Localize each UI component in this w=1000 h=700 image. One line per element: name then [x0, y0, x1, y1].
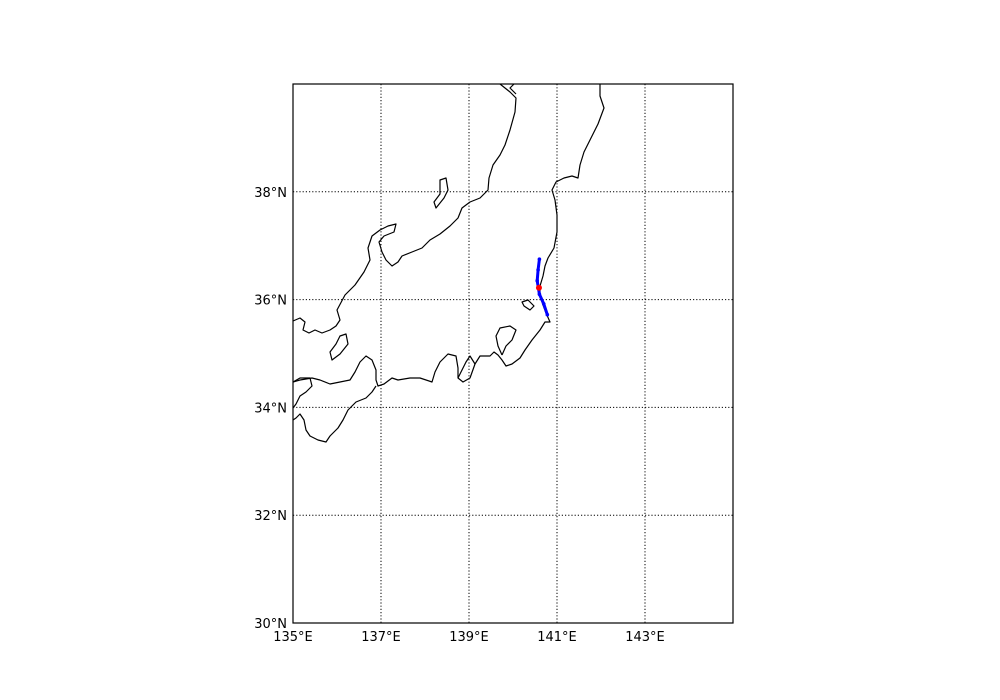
graticule	[293, 84, 733, 623]
track-point	[535, 278, 539, 283]
tick-labels: 135°E 137°E 139°E 141°E 143°E 30°N 32°N 34°N 36°…	[254, 186, 665, 645]
coastlines	[292, 83, 605, 443]
coastline-honshu	[292, 83, 605, 387]
lat-tick-label: 30°N	[254, 617, 287, 632]
lon-tick-label: 139°E	[449, 630, 489, 645]
track-point	[545, 312, 550, 317]
lat-tick-label: 38°N	[254, 186, 287, 201]
coastline-shikoku-west	[292, 377, 313, 409]
lon-tick-label: 143°E	[625, 630, 665, 645]
coastline-kii-peninsula	[292, 385, 377, 443]
track-point	[537, 292, 542, 297]
lon-tick-label: 141°E	[537, 630, 577, 645]
epicenter-marker	[535, 284, 542, 291]
track-point	[537, 257, 542, 261]
lat-tick-label: 34°N	[254, 401, 287, 416]
lat-tick-label: 36°N	[254, 294, 287, 309]
map-frame	[292, 83, 734, 624]
lon-tick-label: 135°E	[273, 630, 313, 645]
coastline-boso-peninsula	[495, 325, 517, 356]
lat-tick-label: 32°N	[254, 509, 287, 524]
track-point	[542, 302, 546, 306]
track-point	[536, 268, 540, 272]
coastline-izu-peninsula	[457, 355, 476, 379]
coastline-island-sado	[433, 177, 449, 209]
track-layer	[535, 257, 550, 317]
coastline-island-awaji	[329, 333, 349, 361]
lon-tick-label: 137°E	[361, 630, 401, 645]
coastline-island-small	[521, 299, 535, 311]
